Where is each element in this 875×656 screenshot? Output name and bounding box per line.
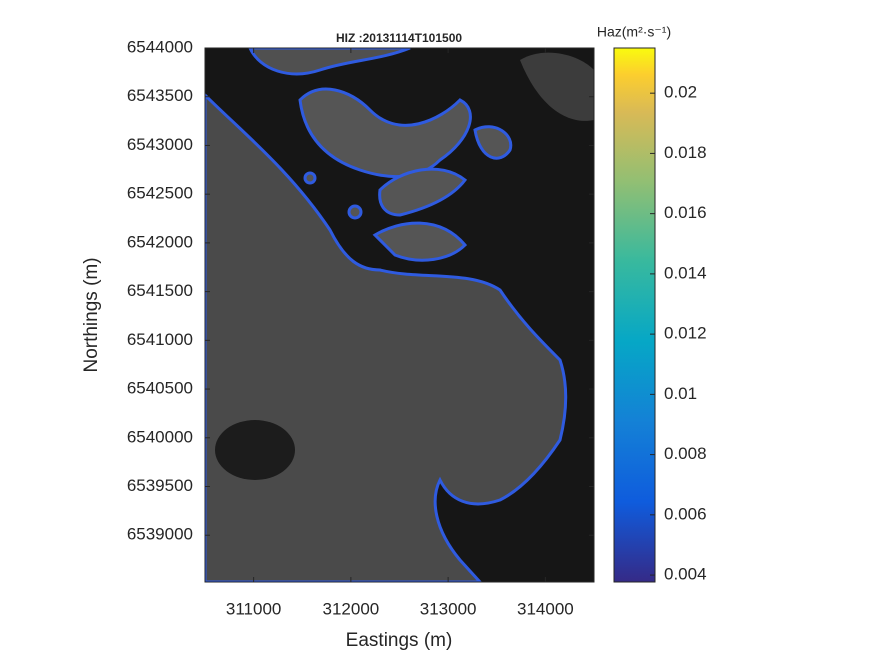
y-tick-label: 6541000: [127, 330, 193, 349]
x-tick-label: 314000: [517, 599, 574, 618]
axes-box: [204, 47, 595, 583]
y-tick-label: 6544000: [127, 37, 193, 56]
y-tick-label: 6543000: [127, 135, 193, 154]
chart-title: HIZ :20131114T101500: [336, 31, 462, 45]
colorbar-tick-label: 0.016: [664, 203, 707, 222]
colorbar-tick-label: 0.014: [664, 263, 707, 282]
colorbar: [613, 47, 656, 583]
y-tick-label: 6539500: [127, 476, 193, 495]
y-tick-label: 6542000: [127, 232, 193, 251]
colorbar-tick-label: 0.02: [664, 83, 697, 102]
colorbar-tick-label: 0.01: [664, 384, 697, 403]
colorbar-tick-label: 0.008: [664, 444, 707, 463]
x-tick-label: 312000: [323, 599, 380, 618]
x-tick-label: 311000: [226, 599, 281, 618]
y-tick-label: 6540000: [127, 427, 193, 446]
x-tick-label: 313000: [420, 599, 477, 618]
y-tick-label: 6540500: [127, 379, 193, 398]
y-tick-label: 6542500: [127, 184, 193, 203]
y-tick-label: 6543500: [127, 86, 193, 105]
colorbar-tick-label: 0.006: [664, 504, 707, 523]
colorbar-label: Haz(m²·s⁻¹): [597, 24, 671, 40]
map-image: [205, 48, 594, 582]
y-tick-label: 6541500: [127, 281, 193, 300]
colorbar-tick-label: 0.012: [664, 324, 707, 343]
y-tick-label: 6539000: [127, 525, 193, 544]
colorbar-tick-label: 0.018: [664, 143, 707, 162]
y-axis-label: Northings (m): [81, 257, 102, 372]
x-axis-label: Eastings (m): [346, 630, 453, 651]
colorbar-tick-label: 0.004: [664, 565, 707, 584]
